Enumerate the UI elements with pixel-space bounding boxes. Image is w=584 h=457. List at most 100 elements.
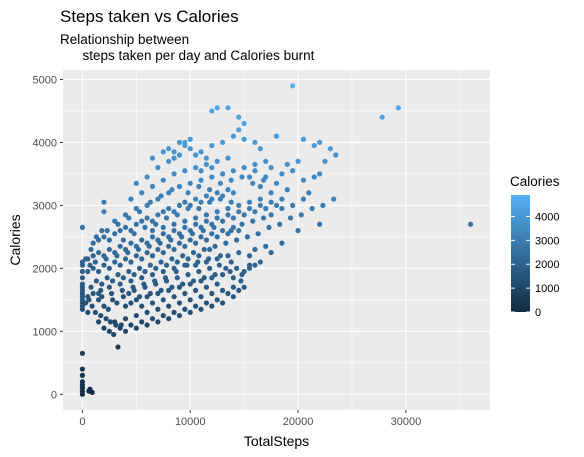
data-point bbox=[103, 256, 109, 262]
data-point bbox=[157, 240, 163, 246]
data-point bbox=[85, 294, 91, 300]
data-point bbox=[209, 275, 215, 281]
data-point bbox=[203, 284, 210, 290]
data-point bbox=[136, 265, 143, 271]
data-point bbox=[203, 237, 210, 243]
data-point bbox=[106, 265, 112, 271]
legend-ticks: 0 1000 2000 3000 4000 bbox=[511, 211, 559, 319]
data-point bbox=[149, 316, 156, 322]
data-point bbox=[198, 177, 204, 183]
data-point bbox=[203, 212, 210, 218]
data-point bbox=[277, 221, 283, 227]
data-point bbox=[203, 193, 210, 199]
data-point bbox=[166, 243, 172, 249]
data-point bbox=[101, 209, 107, 215]
data-point bbox=[239, 221, 245, 227]
data-point bbox=[252, 168, 258, 174]
data-point bbox=[214, 281, 220, 287]
data-point bbox=[201, 275, 207, 281]
data-point bbox=[117, 243, 123, 249]
data-point bbox=[144, 202, 150, 208]
x-axis-title: TotalSteps bbox=[244, 433, 309, 449]
data-point bbox=[83, 300, 89, 306]
data-point bbox=[234, 237, 240, 243]
data-point bbox=[246, 199, 253, 205]
data-point bbox=[180, 253, 186, 259]
data-point bbox=[133, 221, 139, 227]
data-point bbox=[214, 234, 220, 240]
data-point bbox=[149, 218, 156, 224]
data-point bbox=[201, 246, 207, 253]
data-point bbox=[268, 190, 274, 196]
data-point bbox=[246, 262, 253, 268]
data-point bbox=[196, 205, 202, 212]
data-point bbox=[144, 215, 150, 221]
data-point bbox=[284, 161, 290, 168]
data-point bbox=[300, 136, 307, 142]
data-point bbox=[126, 290, 132, 297]
data-point bbox=[230, 133, 236, 139]
data-point bbox=[193, 215, 199, 221]
data-point bbox=[241, 212, 247, 218]
y-tick-label: 1000 bbox=[33, 326, 57, 338]
data-point bbox=[128, 259, 134, 265]
data-point bbox=[241, 164, 247, 171]
data-point bbox=[139, 319, 145, 325]
data-point bbox=[133, 180, 139, 186]
data-point bbox=[225, 290, 231, 297]
data-point bbox=[93, 234, 100, 240]
data-point bbox=[128, 240, 134, 246]
data-point bbox=[225, 105, 231, 111]
data-point bbox=[104, 275, 110, 281]
data-point bbox=[309, 205, 315, 212]
data-point bbox=[209, 142, 215, 149]
data-point bbox=[290, 168, 296, 174]
data-point bbox=[85, 268, 91, 275]
data-point bbox=[128, 278, 134, 284]
data-point bbox=[139, 303, 145, 309]
data-point bbox=[333, 152, 339, 158]
data-point bbox=[115, 221, 121, 227]
data-point bbox=[163, 262, 170, 268]
data-point bbox=[200, 227, 206, 234]
data-point bbox=[166, 303, 172, 309]
data-point bbox=[182, 243, 188, 249]
data-point bbox=[160, 149, 166, 155]
data-point bbox=[238, 278, 244, 284]
data-point bbox=[135, 246, 142, 253]
data-point bbox=[230, 224, 236, 231]
data-point bbox=[306, 190, 312, 196]
data-point bbox=[257, 202, 263, 208]
data-point bbox=[298, 212, 304, 218]
data-point bbox=[125, 249, 131, 256]
data-point bbox=[279, 171, 285, 177]
y-axis-title: Calories bbox=[7, 214, 23, 265]
data-point bbox=[160, 268, 166, 275]
data-point bbox=[185, 256, 191, 262]
data-point bbox=[89, 303, 95, 309]
data-point bbox=[153, 221, 159, 227]
data-point bbox=[79, 379, 86, 385]
data-point bbox=[193, 262, 199, 268]
data-point bbox=[120, 237, 126, 243]
data-point bbox=[139, 275, 145, 281]
data-point bbox=[119, 287, 125, 293]
data-point bbox=[273, 180, 280, 186]
data-point bbox=[187, 237, 193, 243]
data-point bbox=[219, 139, 226, 146]
data-point bbox=[395, 105, 401, 111]
data-point bbox=[207, 246, 213, 253]
data-point bbox=[155, 319, 161, 325]
data-point bbox=[273, 202, 280, 208]
data-point bbox=[128, 227, 134, 234]
data-point bbox=[122, 316, 129, 322]
data-point bbox=[103, 316, 109, 322]
data-point bbox=[211, 224, 217, 231]
data-point bbox=[193, 164, 199, 171]
data-point bbox=[317, 171, 323, 177]
data-point bbox=[198, 294, 204, 300]
data-point bbox=[160, 231, 166, 237]
legend-tick-label: 4000 bbox=[535, 211, 559, 223]
data-point bbox=[317, 139, 323, 146]
data-point bbox=[117, 227, 123, 234]
